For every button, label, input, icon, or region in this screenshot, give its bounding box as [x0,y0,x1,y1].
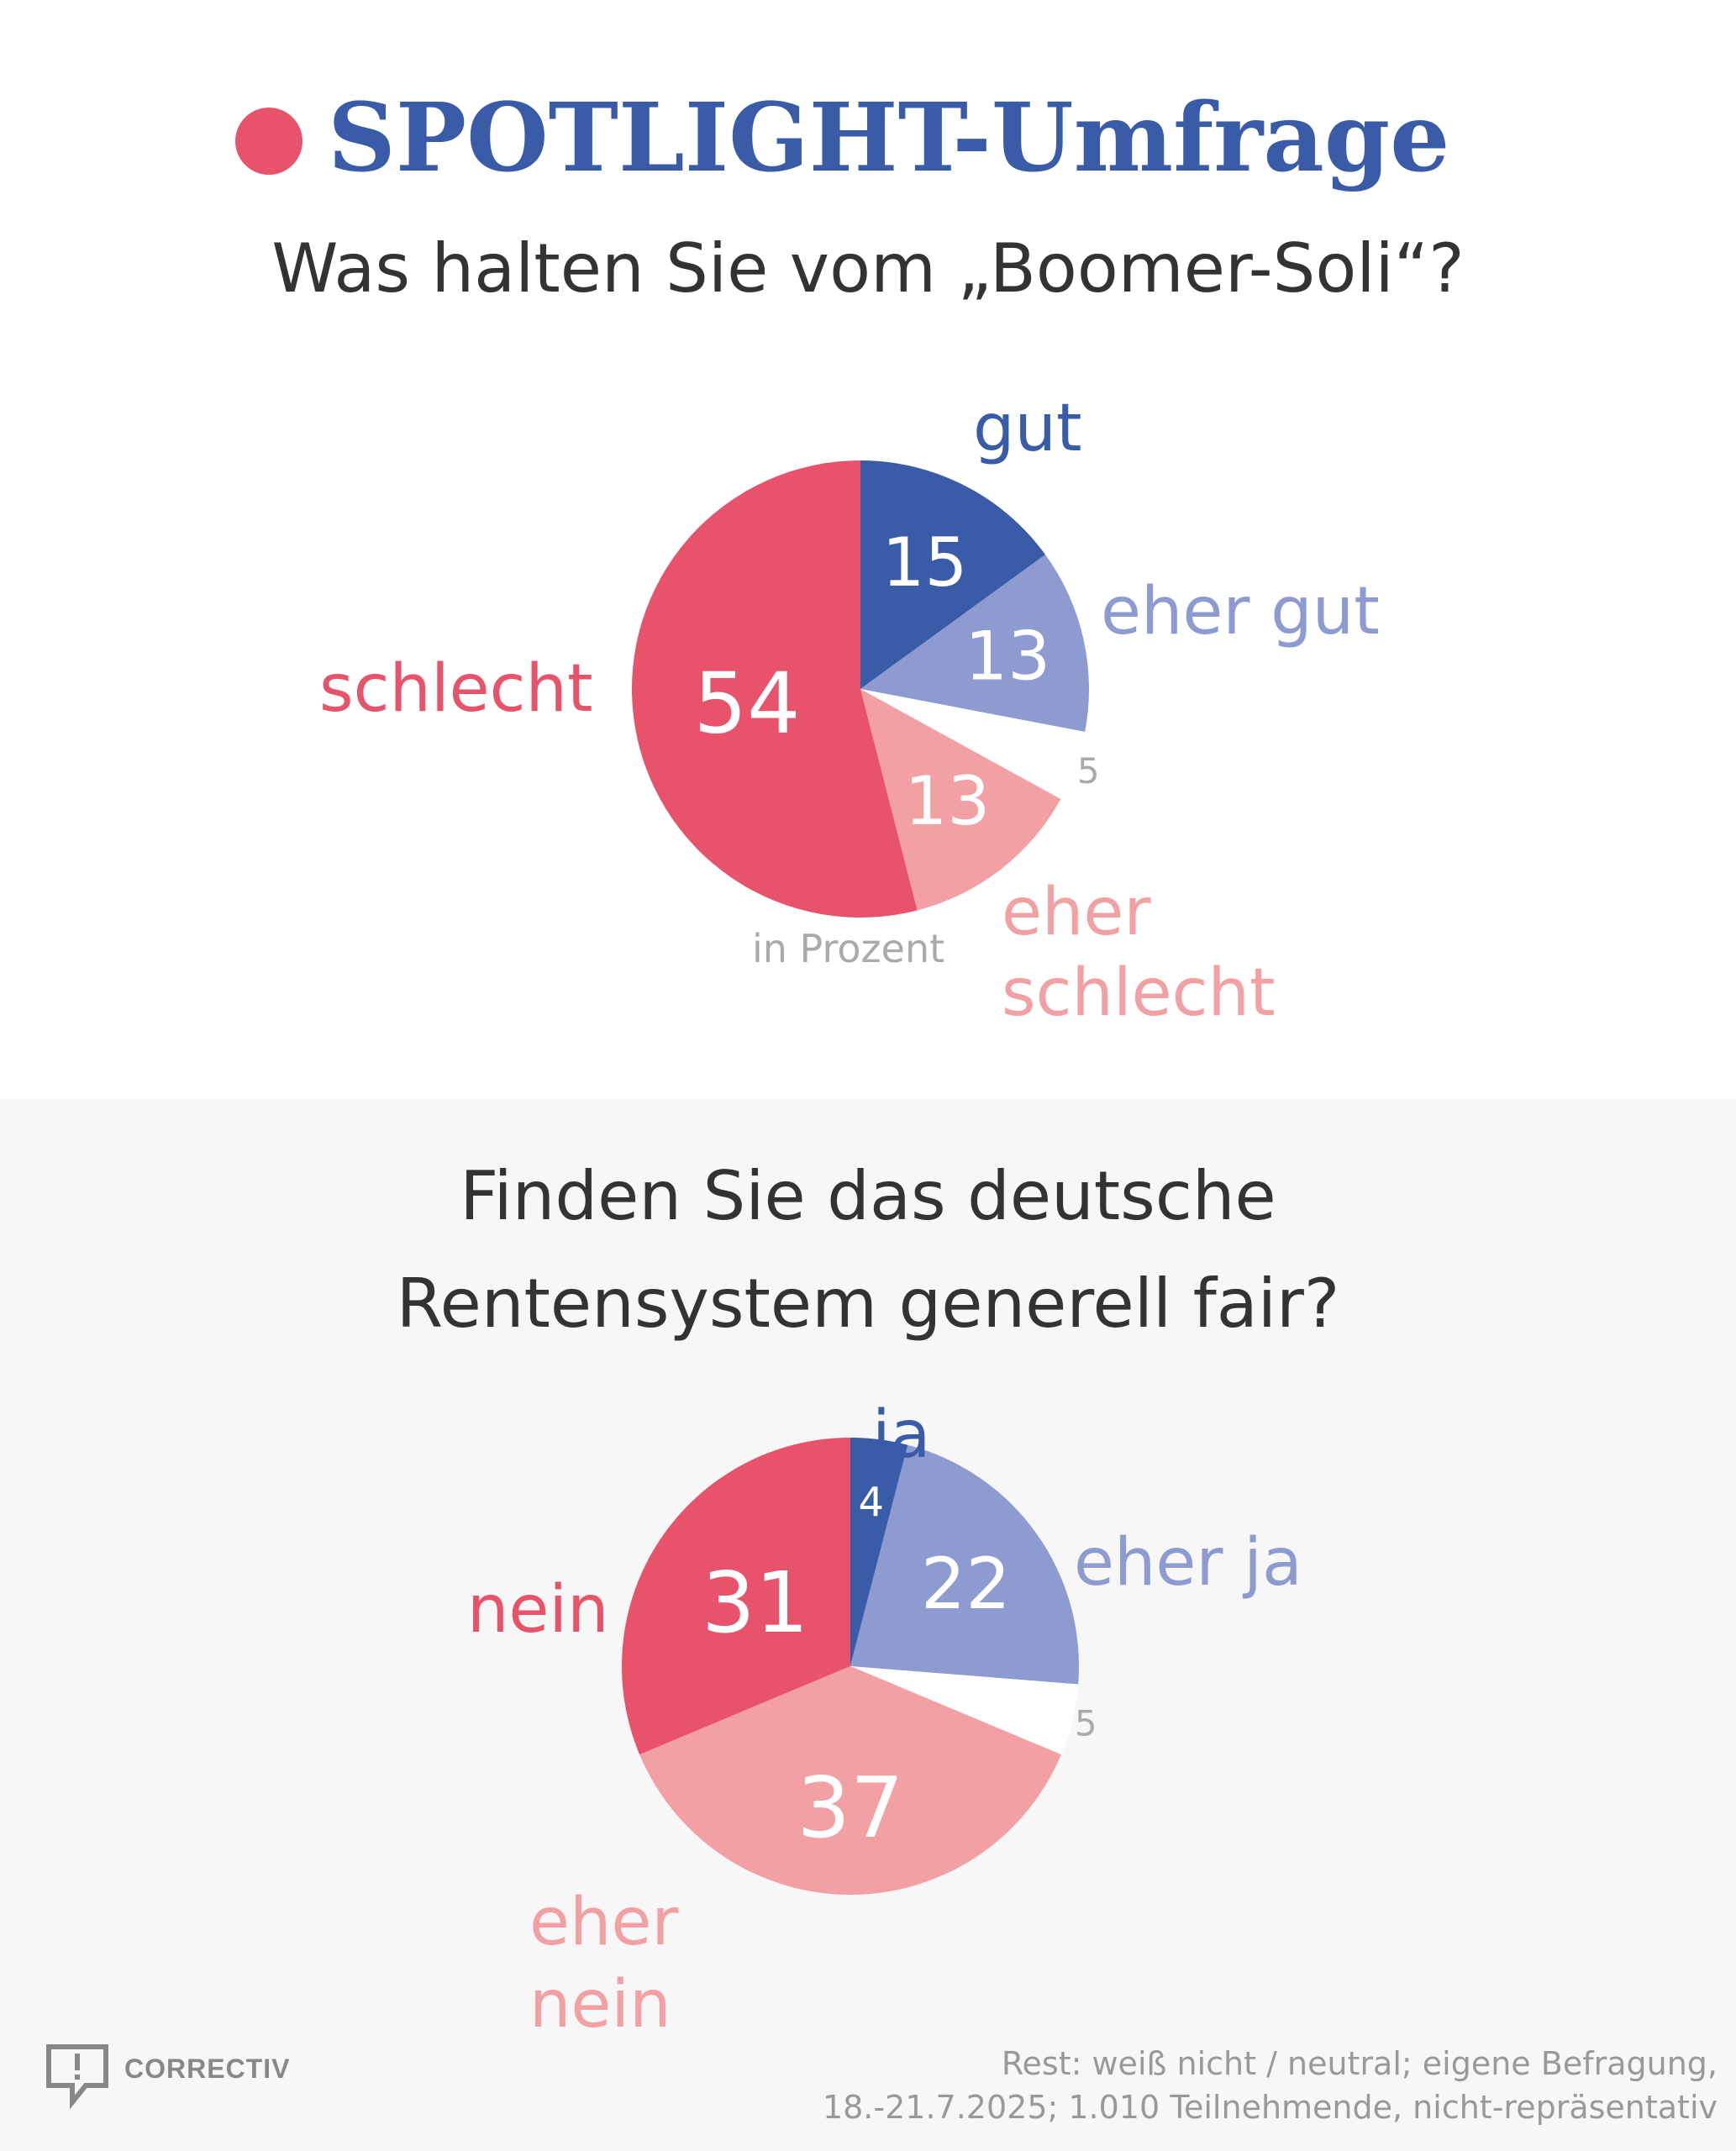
source-line2: 18.-21.7.2025; 1.010 Teilnehmende, nicht… [822,2089,1718,2126]
legend-label-eher-nein-line1: eher [529,1885,679,1960]
logo-text: CORRECTIV [124,2054,291,2084]
pie-slice-rest [860,689,1086,800]
legend-label-eher-nein-line2: nein [529,1967,671,2043]
pie-slice-schlecht [632,460,918,918]
pie-slice-ja [850,1438,908,1666]
pie-value-eher-gut: 13 [965,617,1050,695]
legend-label-ja: ja [872,1397,931,1473]
pie-chart-boomer-soli: 15 13 5 13 54 [632,460,1100,918]
legend-label-nein: nein [467,1572,609,1648]
pie-value-nein: 31 [702,1554,808,1652]
legend-label-eher-schlecht-line2: schlecht [1002,955,1276,1031]
legend-label-schlecht: schlecht [319,651,593,727]
pie-slice-eher-ja [850,1444,1080,1685]
pie-value-eher-schlecht: 13 [904,762,990,840]
correctiv-logo: CORRECTIV [44,2042,296,2109]
pie-slice-eher-gut [860,555,1089,732]
pie-value-rest: 5 [1077,750,1100,792]
pie-slice-rest [850,1666,1079,1755]
question-2-line1: Finden Sie das deutsche [460,1157,1276,1235]
brand-title: SPOTLIGHT-Umfrage [328,83,1450,193]
pie-slice-eher-nein [639,1666,1061,1895]
pie-value-eher-nein: 37 [797,1759,903,1857]
question-2-line2: Rentensystem generell fair? [396,1265,1340,1343]
pie-slice-nein [622,1438,850,1755]
question-1: Was halten Sie vom „Boomer-Soli“? [271,229,1465,308]
pie-chart-rentensystem: 4 22 5 37 31 [622,1438,1097,1895]
source-note: Rest: weiß nicht / neutral; eigene Befra… [709,2042,1718,2129]
pie-value-ja: 4 [859,1480,885,1527]
pie-value-schlecht: 54 [693,655,800,753]
legend-label-eher-ja: eher ja [1074,1525,1302,1601]
pie-value-eher-ja: 22 [921,1543,1011,1625]
question-2: Finden Sie das deutsche Rentensystem gen… [0,1143,1736,1358]
legend-label-eher-schlecht-line1: eher [1002,875,1151,950]
legend-label-eher-gut: eher gut [1101,574,1380,650]
pie-slice-eher-schlecht [860,689,1061,911]
source-line1: Rest: weiß nicht / neutral; eigene Befra… [1001,2045,1718,2082]
brand-dot-icon [235,108,302,175]
legend-label-gut: gut [973,391,1082,466]
pie-slice-gut [860,460,1046,689]
pie-value-gut: 15 [882,523,968,602]
unit-note: in Prozent [752,926,945,971]
pie-value-rest: 5 [1075,1702,1097,1743]
speech-bubble-icon [46,2044,108,2109]
